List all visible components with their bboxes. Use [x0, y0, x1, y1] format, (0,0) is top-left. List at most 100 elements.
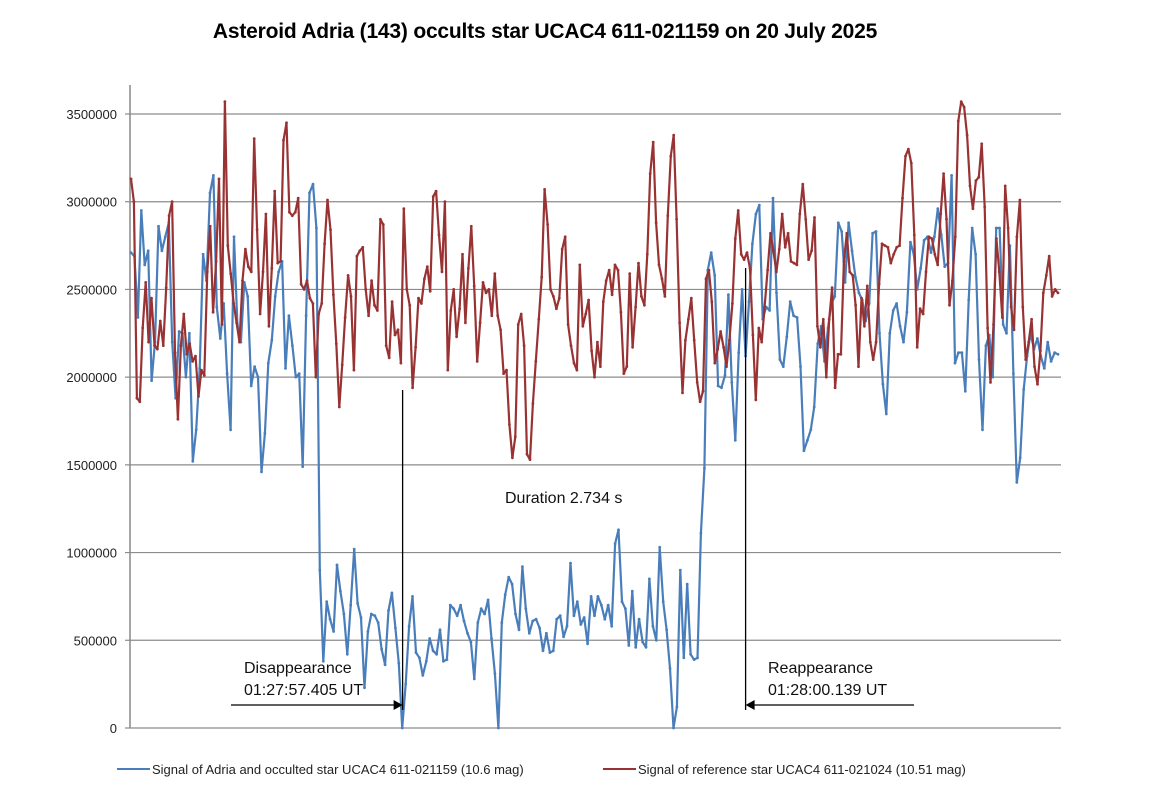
- data-point: [387, 356, 391, 360]
- data-point: [519, 312, 523, 316]
- data-point: [563, 235, 567, 239]
- data-point: [464, 321, 467, 325]
- data-point: [943, 265, 947, 268]
- data-point: [486, 598, 490, 602]
- data-point: [294, 375, 298, 379]
- data-point: [194, 428, 198, 432]
- data-point: [396, 328, 400, 332]
- data-point: [627, 644, 631, 647]
- data-point: [448, 603, 452, 607]
- data-point: [132, 200, 136, 204]
- data-point: [225, 372, 229, 375]
- data-point: [909, 240, 912, 244]
- data-point: [160, 249, 164, 253]
- data-point: [669, 154, 673, 158]
- data-point: [880, 242, 884, 246]
- data-point: [810, 249, 813, 253]
- data-point: [270, 267, 274, 270]
- data-point: [781, 365, 785, 368]
- data-point: [613, 263, 617, 267]
- data-point: [824, 375, 828, 379]
- data-point: [437, 233, 441, 237]
- data-point: [1036, 337, 1039, 340]
- data-point: [397, 661, 401, 665]
- data-point: [874, 340, 878, 344]
- data-point: [1018, 456, 1022, 460]
- data-point: [146, 249, 150, 253]
- legend-label-reference: Signal of reference star UCAC4 611-02102…: [638, 762, 966, 777]
- data-point: [578, 263, 582, 267]
- data-point: [256, 375, 260, 379]
- data-point: [710, 300, 714, 304]
- data-point: [212, 174, 215, 177]
- data-point: [469, 224, 473, 228]
- data-point: [771, 196, 775, 200]
- data-point: [871, 358, 875, 361]
- data-point: [1053, 351, 1056, 354]
- data-point: [150, 379, 154, 383]
- data-point: [226, 244, 230, 248]
- data-point: [575, 600, 579, 604]
- data-point: [884, 412, 888, 416]
- data-point: [201, 252, 205, 256]
- data-point: [699, 531, 703, 535]
- data-point: [342, 612, 346, 616]
- gridlines: [130, 113, 1061, 729]
- data-point: [558, 614, 562, 618]
- data-point: [575, 368, 579, 372]
- data-point: [481, 281, 485, 284]
- data-point: [840, 230, 844, 233]
- data-point: [754, 212, 758, 216]
- data-point: [630, 589, 634, 593]
- data-point: [1001, 323, 1005, 326]
- data-point: [692, 338, 696, 342]
- data-point: [478, 321, 482, 325]
- data-point: [475, 360, 479, 363]
- data-point: [579, 623, 583, 626]
- data-point: [287, 314, 291, 318]
- reappearance-time: 01:28:00.139 UT: [768, 682, 887, 699]
- data-point: [807, 258, 810, 261]
- data-point: [905, 310, 909, 314]
- data-point: [965, 133, 969, 137]
- data-point: [277, 270, 280, 274]
- data-point: [799, 365, 802, 368]
- data-point: [299, 282, 303, 286]
- data-point: [380, 647, 383, 651]
- data-point: [411, 595, 414, 598]
- data-point: [549, 288, 552, 291]
- data-point: [620, 600, 624, 604]
- data-point: [249, 384, 253, 388]
- data-point: [720, 386, 723, 390]
- data-point: [581, 324, 585, 328]
- data-point: [768, 309, 771, 312]
- data-point: [795, 263, 799, 267]
- data-point: [660, 277, 664, 281]
- data-point: [493, 272, 497, 275]
- data-point: [366, 630, 370, 633]
- data-point: [863, 324, 866, 328]
- data-point: [948, 303, 951, 307]
- data-point: [472, 677, 476, 681]
- data-point: [989, 381, 992, 384]
- data-point: [557, 296, 561, 300]
- data-point: [1041, 291, 1045, 295]
- data-point: [461, 252, 464, 256]
- data-point: [337, 405, 341, 409]
- data-point: [373, 614, 377, 618]
- data-point: [572, 361, 576, 365]
- data-point: [847, 221, 850, 225]
- data-point: [229, 272, 233, 275]
- y-tick-label: 2500000: [66, 282, 117, 297]
- data-point: [789, 260, 793, 263]
- data-point: [827, 317, 831, 321]
- data-point: [449, 309, 453, 312]
- data-point: [308, 191, 311, 195]
- data-point: [273, 295, 277, 298]
- data-point: [182, 312, 186, 316]
- data-point: [596, 595, 600, 598]
- data-point: [290, 214, 294, 218]
- data-point: [531, 619, 535, 623]
- data-point: [420, 302, 423, 305]
- disappearance-time: 01:27:57.405 UT: [244, 682, 363, 699]
